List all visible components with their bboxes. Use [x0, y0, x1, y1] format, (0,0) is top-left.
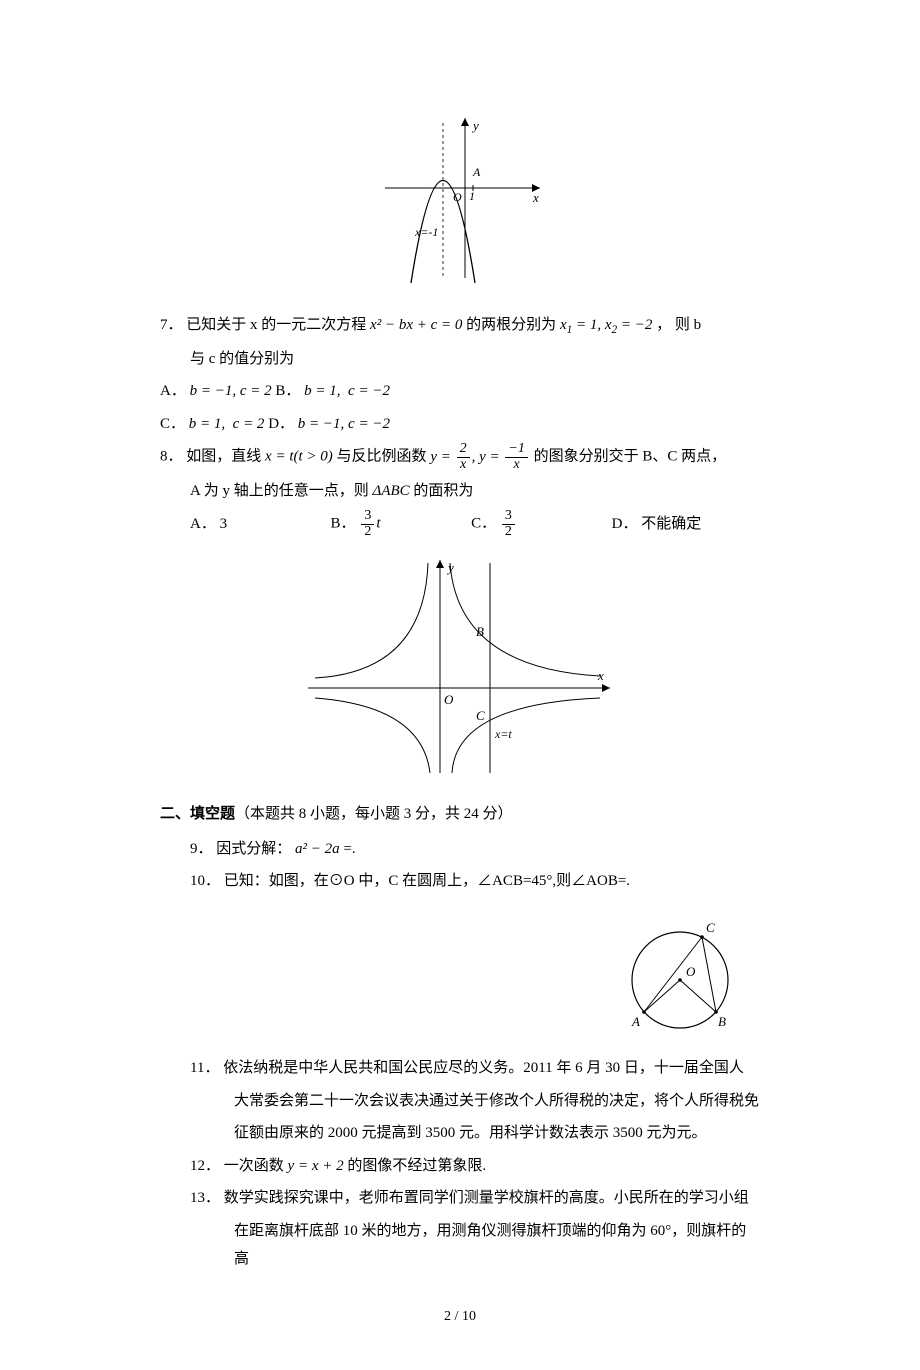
hyp-xt-label: x=t: [494, 727, 512, 741]
q7-options-row2: C． b = 1, c = 2 D． b = −1, c = −2: [160, 410, 760, 439]
q7-optC-label: C．: [160, 416, 185, 432]
hyp-b-label: B: [476, 624, 484, 639]
q8-optD: 不能确定: [641, 516, 701, 532]
parabola-y-label: y: [471, 118, 479, 133]
q8-optC-label: C．: [471, 516, 496, 532]
q7-eq: x² − bx + c = 0: [370, 317, 462, 333]
q9-num: 9．: [190, 841, 213, 857]
q7-roots: x1 = 1, x2 = −2: [560, 317, 652, 333]
parabola-o-label: O: [453, 190, 462, 204]
question-11: 11． 依法纳税是中华人民共和国公民应尽的义务。2011 年 6 月 30 日，…: [190, 1054, 760, 1083]
section-2-title-rest: （本题共 8 小题，每小题 3 分，共 24 分）: [235, 806, 513, 822]
q12-eq: y = x + 2: [288, 1158, 344, 1174]
q7-line2: 与 c 的值分别为: [160, 345, 760, 374]
q8-text1: 如图，直线: [186, 449, 265, 465]
q7-optD: b = −1, c = −2: [298, 416, 390, 432]
circle-a-label: A: [631, 1014, 640, 1029]
question-10: 10． 已知：如图，在⊙O 中，C 在圆周上，∠ACB=45°,则∠AOB=.: [190, 867, 760, 896]
q11-num: 11．: [190, 1060, 219, 1076]
q9-text: 因式分解：: [216, 841, 291, 857]
q8-eq2-mid: , y =: [472, 449, 504, 465]
parabola-one-label: 1: [469, 189, 475, 203]
q8-eq2-den1: x: [457, 458, 470, 473]
hyp-y-label: y: [446, 560, 454, 575]
q7-text2: 的两根分别为: [466, 317, 560, 333]
q8-optB-num: 3: [361, 509, 374, 525]
parabola-x-label: x: [532, 190, 539, 205]
q8-num: 8．: [160, 449, 183, 465]
hyp-o-label: O: [444, 692, 454, 707]
circle-b-label: B: [718, 1014, 726, 1029]
q7-optA-label: A．: [160, 383, 186, 399]
q8-text2: 与反比例函数: [337, 449, 431, 465]
q7-optD-label: D．: [268, 416, 294, 432]
q7-optB-label: B．: [275, 383, 300, 399]
q8-eq2: y = 2x, y = −1x: [430, 449, 533, 465]
parabola-svg: y x O A 1 x=-1: [365, 108, 555, 288]
circle-c-label: C: [706, 920, 715, 935]
q8-optB-label: B．: [331, 516, 356, 532]
q8-eq1: x = t(t > 0): [265, 449, 333, 465]
q8-line2: A 为 y 轴上的任意一点，则 ΔABC 的面积为: [160, 477, 760, 506]
q13-num: 13．: [190, 1190, 220, 1206]
question-12: 12． 一次函数 y = x + 2 的图像不经过第象限.: [190, 1152, 760, 1181]
q8-options: A． 3 B． 32t C． 32 D． 不能确定: [160, 509, 760, 539]
q8-optD-label: D．: [612, 516, 638, 532]
hyp-c-label: C: [476, 708, 485, 723]
parabola-axis-label: x=-1: [414, 225, 438, 239]
q11-line3: 征额由原来的 2000 元提高到 3500 元。用科学计数法表示 3500 元为…: [190, 1119, 760, 1148]
question-9: 9． 因式分解： a² − 2a =.: [190, 835, 760, 864]
hyp-x-label: x: [597, 668, 604, 683]
parabola-a-label: A: [472, 165, 481, 179]
section-2-title-bold: 二、填空题: [160, 806, 235, 822]
q9-tail: =.: [343, 841, 355, 857]
q8-text3: 的图象分别交于 B、C 两点，: [534, 449, 727, 465]
hyperbola-svg: y x O B C x=t: [290, 548, 630, 778]
q8-optC-den: 2: [502, 525, 515, 540]
q7-optB: b = 1, c = −2: [304, 383, 390, 399]
page-footer: 2 / 10: [160, 1304, 760, 1331]
footer-total: 10: [462, 1309, 476, 1324]
q8-eq2-num1: 2: [457, 442, 470, 458]
q8-eq2-lead: y =: [430, 449, 454, 465]
footer-sep: /: [451, 1309, 462, 1324]
q7-text1: 已知关于 x 的一元二次方程: [186, 317, 370, 333]
figure-hyperbola: y x O B C x=t: [160, 548, 760, 789]
q13-line1: 数学实践探究课中，老师布置同学们测量学校旗杆的高度。小民所在的学习小组: [224, 1190, 749, 1206]
q7-text3: ， 则 b: [656, 317, 701, 333]
q9-expr: a² − 2a: [295, 841, 340, 857]
q12-text1: 一次函数: [224, 1158, 288, 1174]
circle-o-label: O: [686, 964, 696, 979]
q8-tri: ΔABC: [373, 483, 410, 499]
q11-line1: 依法纳税是中华人民共和国公民应尽的义务。2011 年 6 月 30 日，十一届全…: [223, 1060, 744, 1076]
q12-text2: 的图像不经过第象限.: [347, 1158, 486, 1174]
q7-options-row1: A． b = −1, c = 2 B． b = 1, c = −2: [160, 377, 760, 406]
q8-line2b: 的面积为: [413, 483, 473, 499]
q10-text1: 已知：如图，在⊙O 中，C 在圆周上，∠ACB=45°,则∠AOB=.: [224, 873, 630, 889]
question-7: 7． 已知关于 x 的一元二次方程 x² − bx + c = 0 的两根分别为…: [160, 311, 760, 341]
q12-num: 12．: [190, 1158, 220, 1174]
q10-num: 10．: [190, 873, 220, 889]
question-8: 8． 如图，直线 x = t(t > 0) 与反比例函数 y = 2x, y =…: [160, 442, 760, 472]
circle-svg: C O A B: [610, 900, 750, 1040]
q8-optA-label: A．: [190, 516, 216, 532]
q8-line2a: A 为 y 轴上的任意一点，则: [190, 483, 373, 499]
q8-eq2-den2: x: [505, 458, 527, 473]
figure-parabola: y x O A 1 x=-1: [160, 108, 760, 299]
section-2-title: 二、填空题（本题共 8 小题，每小题 3 分，共 24 分）: [160, 800, 760, 829]
q8-optA: 3: [220, 516, 228, 532]
q8-eq2-num2: −1: [505, 442, 527, 458]
q13-line2: 在距离旗杆底部 10 米的地方，用测角仪测得旗杆顶端的仰角为 60°，则旗杆的高: [190, 1217, 760, 1274]
question-13: 13． 数学实践探究课中，老师布置同学们测量学校旗杆的高度。小民所在的学习小组: [190, 1184, 760, 1213]
figure-circle: C O A B: [610, 900, 750, 1051]
q8-optB-t: t: [376, 516, 380, 532]
q7-optA: b = −1, c = 2: [190, 383, 276, 399]
q7-num: 7．: [160, 317, 183, 333]
q8-optC-num: 3: [502, 509, 515, 525]
q8-optB-den: 2: [361, 525, 374, 540]
q11-line2: 大常委会第二十一次会议表决通过关于修改个人所得税的决定，将个人所得税免: [190, 1087, 760, 1116]
q7-optC: b = 1, c = 2: [189, 416, 268, 432]
footer-page: 2: [444, 1309, 451, 1324]
